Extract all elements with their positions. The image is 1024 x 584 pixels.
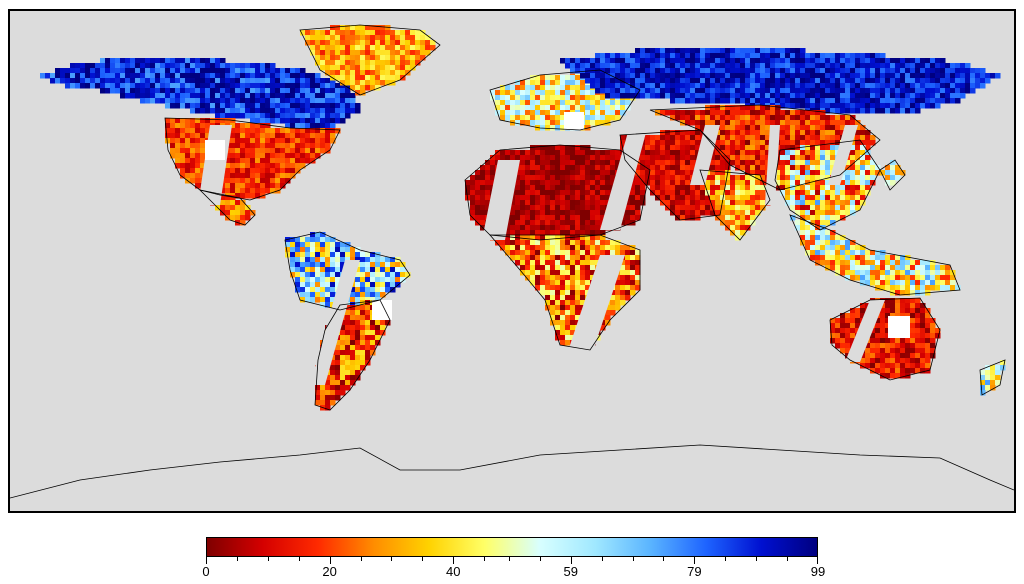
map-svg	[10, 24, 1014, 499]
region-se-asia	[790, 215, 961, 296]
colorbar-minor-tick	[236, 557, 238, 561]
region-china-east	[775, 140, 881, 231]
colorbar-minor-tick	[391, 557, 393, 561]
colorbar-minor-tick	[422, 557, 424, 561]
colorbar-tick-label: 79	[687, 564, 702, 579]
colorbar-minor-tick	[725, 557, 727, 561]
colorbar-minor-tick	[787, 557, 789, 561]
colorbar-major-tick	[570, 557, 572, 564]
region-europe	[490, 70, 641, 131]
colorbar-ticks	[206, 557, 818, 565]
colorbar-minor-tick	[508, 557, 510, 561]
colorbar-tick-label: 40	[446, 564, 461, 579]
region-central-africa	[490, 235, 641, 351]
world-map	[8, 9, 1016, 513]
colorbar-tick-label: 59	[563, 564, 578, 579]
colorbar-major-tick	[817, 557, 818, 564]
region-usa	[165, 118, 341, 199]
colorbar-minor-tick	[663, 557, 665, 561]
colorbar-major-tick	[206, 557, 207, 564]
region-russia-boreal	[560, 48, 1001, 114]
colorbar	[206, 537, 818, 557]
colorbar-major-tick	[694, 557, 696, 564]
colorbar-minor-tick	[601, 557, 603, 561]
region-canada-boreal	[40, 58, 361, 129]
region-japan	[880, 160, 906, 186]
region-india	[700, 170, 771, 241]
region-greenland	[300, 25, 436, 96]
region-australia	[830, 298, 941, 379]
coastlines	[10, 24, 1014, 499]
colorbar-tick-label: 0	[202, 564, 210, 579]
colorbar-minor-tick	[360, 557, 362, 561]
colorbar-minor-tick	[632, 557, 634, 561]
colorbar-tick-label: 99	[810, 564, 826, 579]
colorbar-major-tick	[329, 557, 331, 564]
colorbar-minor-tick	[484, 557, 486, 561]
colorbar-minor-tick	[267, 557, 269, 561]
colorbar-minor-tick	[756, 557, 758, 561]
no-data-swaths	[198, 112, 910, 385]
region-nz	[980, 360, 1006, 396]
colorbar-minor-tick	[539, 557, 541, 561]
colorbar-tick-label: 20	[322, 564, 337, 579]
colorbar-major-tick	[453, 557, 455, 564]
colorbar-minor-tick	[298, 557, 300, 561]
